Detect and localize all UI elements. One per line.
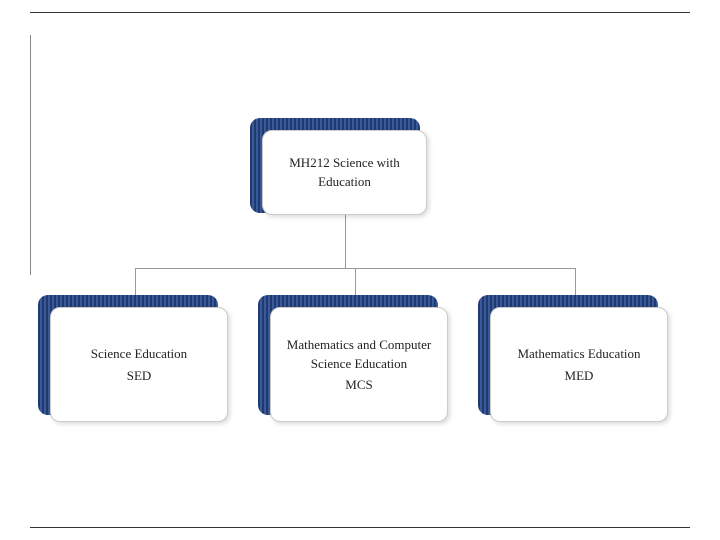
node-child-0-title: Science Education (91, 345, 187, 363)
node-child-1: Mathematics and Computer Science Educati… (258, 295, 450, 427)
node-root: MH212 Science with Education (250, 118, 432, 225)
node-child-2-title: Mathematics Education (517, 345, 640, 363)
node-child-1-front: Mathematics and Computer Science Educati… (270, 307, 448, 422)
node-child-2-front: Mathematics Education MED (490, 307, 668, 422)
node-root-title: MH212 Science with Education (271, 154, 418, 190)
node-child-0: Science Education SED (38, 295, 230, 427)
org-chart: MH212 Science with Education Science Edu… (0, 0, 720, 540)
node-child-2: Mathematics Education MED (478, 295, 670, 427)
node-root-front: MH212 Science with Education (262, 130, 427, 215)
node-child-0-code: SED (127, 368, 152, 384)
node-child-2-code: MED (565, 368, 594, 384)
node-child-1-title: Mathematics and Computer Science Educati… (279, 336, 439, 372)
node-child-0-front: Science Education SED (50, 307, 228, 422)
node-child-1-code: MCS (345, 377, 372, 393)
